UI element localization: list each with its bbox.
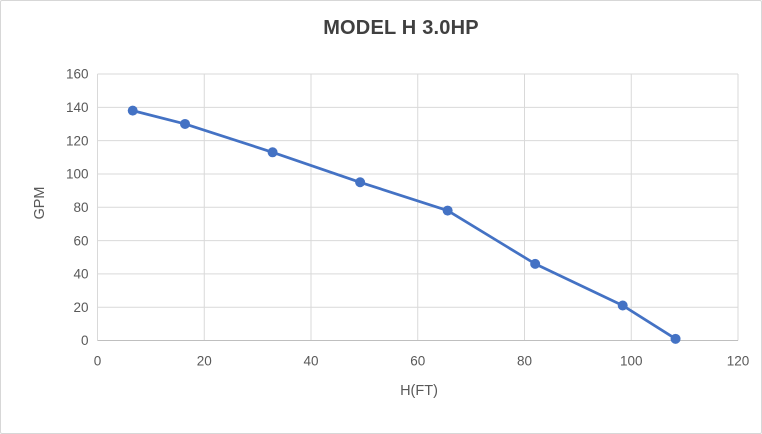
data-point-marker bbox=[617, 300, 628, 311]
y-tick-label: 20 bbox=[73, 300, 88, 315]
y-tick-label: 160 bbox=[66, 67, 89, 82]
data-point-marker bbox=[530, 258, 541, 269]
x-tick-label: 120 bbox=[727, 354, 750, 369]
chart-title: MODEL H 3.0HP bbox=[323, 17, 479, 39]
x-tick-label: 20 bbox=[197, 354, 212, 369]
data-point-marker bbox=[127, 105, 138, 116]
data-point-marker bbox=[670, 333, 681, 344]
series-line bbox=[131, 109, 677, 341]
x-tick-label: 100 bbox=[620, 354, 643, 369]
data-point-marker bbox=[355, 177, 366, 188]
x-tick-label: 60 bbox=[410, 354, 425, 369]
y-axis-title: GPM bbox=[32, 186, 48, 220]
data-point-marker bbox=[267, 147, 278, 158]
data-point-marker bbox=[442, 205, 453, 216]
x-axis-title: H(FT) bbox=[400, 383, 438, 399]
y-tick-label: 80 bbox=[73, 200, 88, 215]
y-tick-label: 100 bbox=[66, 167, 89, 182]
data-point-marker bbox=[180, 118, 191, 129]
x-tick-label: 80 bbox=[517, 354, 532, 369]
y-tick-label: 140 bbox=[66, 100, 89, 115]
y-tick-label: 40 bbox=[73, 267, 88, 282]
y-tick-label: 60 bbox=[73, 233, 88, 248]
y-tick-label: 0 bbox=[81, 333, 89, 348]
x-tick-label: 40 bbox=[303, 354, 318, 369]
x-tick-label: 0 bbox=[94, 354, 102, 369]
y-tick-label: 120 bbox=[66, 133, 89, 148]
